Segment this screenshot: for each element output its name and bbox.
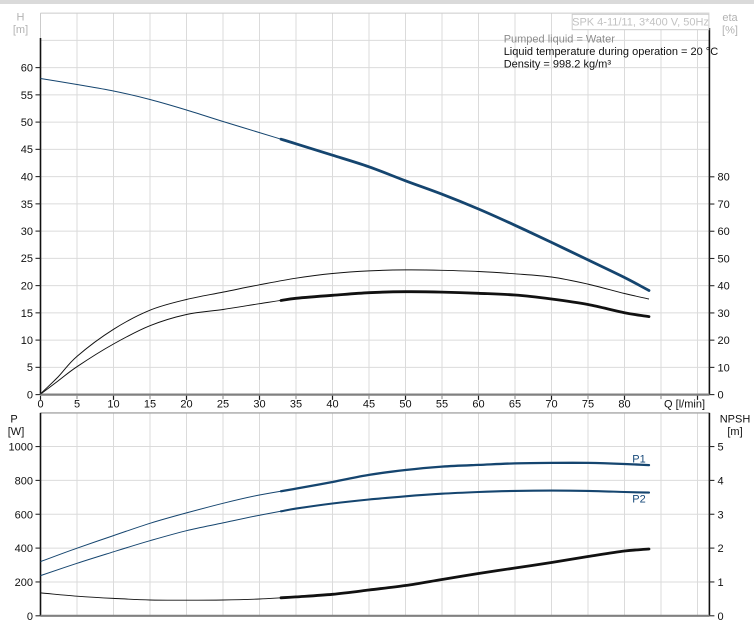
svg-text:[m]: [m] bbox=[727, 426, 742, 438]
svg-text:10: 10 bbox=[718, 362, 730, 374]
svg-text:600: 600 bbox=[15, 509, 33, 521]
svg-text:35: 35 bbox=[21, 199, 33, 211]
svg-text:50: 50 bbox=[718, 253, 730, 265]
svg-text:40: 40 bbox=[21, 172, 33, 184]
svg-text:Q [l/min]: Q [l/min] bbox=[664, 398, 705, 410]
svg-text:55: 55 bbox=[21, 90, 33, 102]
svg-text:NPSH: NPSH bbox=[720, 414, 751, 426]
svg-text:4: 4 bbox=[718, 475, 724, 487]
svg-text:200: 200 bbox=[15, 577, 33, 589]
svg-text:2: 2 bbox=[718, 543, 724, 555]
svg-text:SPK 4-11/11, 3*400 V, 50Hz: SPK 4-11/11, 3*400 V, 50Hz bbox=[572, 17, 709, 29]
svg-text:10: 10 bbox=[107, 398, 119, 410]
svg-text:Liquid temperature during oper: Liquid temperature during operation = 20… bbox=[504, 46, 719, 58]
svg-text:Density = 998.2 kg/m³: Density = 998.2 kg/m³ bbox=[504, 59, 612, 71]
svg-text:5: 5 bbox=[718, 442, 724, 454]
svg-text:[m]: [m] bbox=[13, 24, 28, 36]
svg-text:20: 20 bbox=[21, 281, 33, 293]
svg-text:40: 40 bbox=[326, 398, 338, 410]
svg-text:50: 50 bbox=[399, 398, 411, 410]
svg-text:0: 0 bbox=[27, 611, 33, 623]
svg-text:H: H bbox=[17, 12, 25, 24]
svg-text:60: 60 bbox=[21, 63, 33, 75]
svg-text:45: 45 bbox=[363, 398, 375, 410]
svg-text:50: 50 bbox=[21, 117, 33, 129]
svg-text:25: 25 bbox=[217, 398, 229, 410]
svg-text:0: 0 bbox=[27, 390, 33, 402]
svg-text:P2: P2 bbox=[632, 494, 645, 506]
svg-text:30: 30 bbox=[253, 398, 265, 410]
svg-text:25: 25 bbox=[21, 253, 33, 265]
svg-text:80: 80 bbox=[618, 398, 630, 410]
svg-text:[W]: [W] bbox=[8, 426, 25, 438]
svg-text:5: 5 bbox=[74, 398, 80, 410]
svg-text:70: 70 bbox=[718, 199, 730, 211]
svg-text:20: 20 bbox=[718, 335, 730, 347]
svg-text:400: 400 bbox=[15, 543, 33, 555]
svg-text:10: 10 bbox=[21, 335, 33, 347]
svg-text:30: 30 bbox=[21, 226, 33, 238]
svg-text:55: 55 bbox=[436, 398, 448, 410]
svg-text:35: 35 bbox=[290, 398, 302, 410]
svg-text:P: P bbox=[10, 414, 17, 426]
svg-text:0: 0 bbox=[718, 611, 724, 623]
svg-text:60: 60 bbox=[472, 398, 484, 410]
svg-text:0: 0 bbox=[37, 398, 43, 410]
svg-text:65: 65 bbox=[509, 398, 521, 410]
svg-text:75: 75 bbox=[582, 398, 594, 410]
svg-text:1: 1 bbox=[718, 577, 724, 589]
svg-text:0: 0 bbox=[718, 390, 724, 402]
svg-text:80: 80 bbox=[718, 172, 730, 184]
svg-text:3: 3 bbox=[718, 509, 724, 521]
svg-text:15: 15 bbox=[21, 308, 33, 320]
svg-text:Pumped liquid = Water: Pumped liquid = Water bbox=[504, 33, 616, 45]
svg-text:45: 45 bbox=[21, 144, 33, 156]
svg-text:70: 70 bbox=[545, 398, 557, 410]
svg-text:800: 800 bbox=[15, 475, 33, 487]
svg-text:15: 15 bbox=[144, 398, 156, 410]
svg-text:5: 5 bbox=[27, 362, 33, 374]
svg-text:30: 30 bbox=[718, 308, 730, 320]
svg-text:60: 60 bbox=[718, 226, 730, 238]
svg-text:eta: eta bbox=[722, 12, 738, 24]
svg-text:20: 20 bbox=[180, 398, 192, 410]
svg-text:1000: 1000 bbox=[9, 442, 33, 454]
svg-text:[%]: [%] bbox=[722, 25, 738, 37]
svg-text:P1: P1 bbox=[632, 453, 645, 465]
svg-text:40: 40 bbox=[718, 281, 730, 293]
